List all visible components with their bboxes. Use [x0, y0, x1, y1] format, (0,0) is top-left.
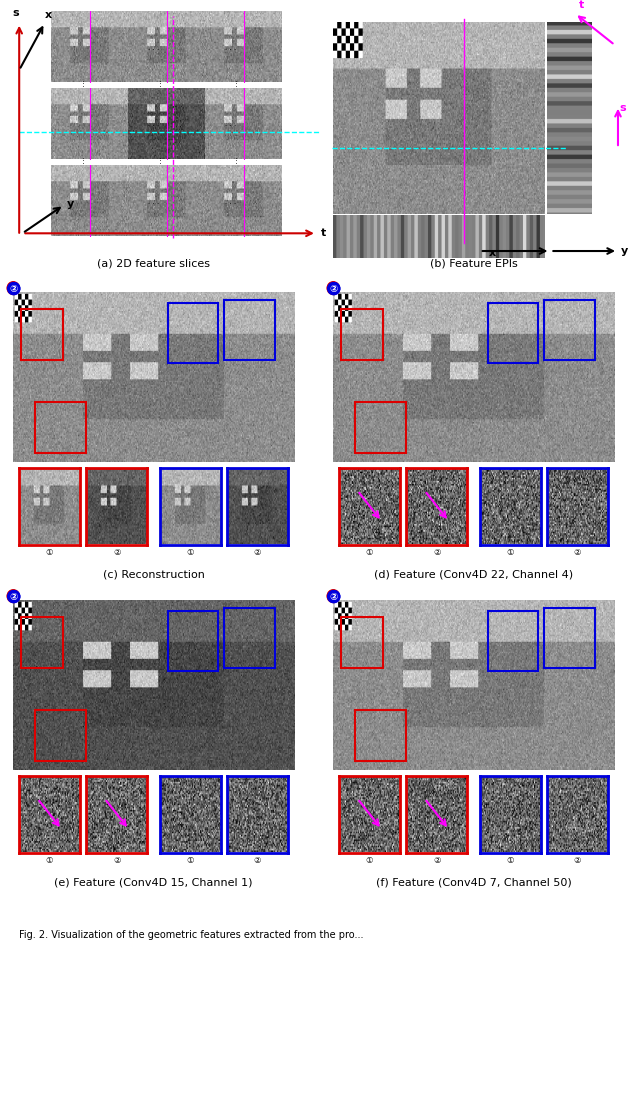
Text: (e) Feature (Conv4D 15, Channel 1): (e) Feature (Conv4D 15, Channel 1) — [54, 878, 253, 888]
Text: (a) 2D feature slices: (a) 2D feature slices — [97, 258, 210, 270]
Text: ⋮: ⋮ — [157, 80, 163, 86]
Text: ⋮: ⋮ — [157, 157, 163, 163]
Text: ②: ② — [329, 284, 337, 294]
Text: ①: ① — [330, 284, 338, 294]
Bar — [21, 616, 63, 668]
Text: ②: ② — [9, 284, 17, 294]
Text: (c) Reconstruction: (c) Reconstruction — [102, 570, 205, 580]
Text: y: y — [621, 245, 628, 255]
Text: ②: ② — [574, 856, 581, 866]
Text: ①: ① — [329, 591, 337, 601]
Bar — [35, 711, 86, 761]
Bar — [341, 616, 383, 668]
Text: · · ·: · · · — [148, 200, 159, 207]
Bar — [224, 300, 275, 360]
Text: x: x — [44, 10, 52, 20]
Text: ②: ② — [330, 284, 338, 294]
Text: t: t — [579, 0, 584, 10]
Text: s: s — [13, 8, 19, 18]
Bar — [355, 403, 406, 453]
Text: ①: ① — [187, 856, 194, 866]
Text: · · ·: · · · — [225, 123, 236, 130]
Text: ①: ① — [366, 548, 373, 558]
Text: · · ·: · · · — [148, 46, 159, 53]
Text: ②: ② — [9, 592, 17, 602]
Text: ②: ② — [254, 856, 261, 866]
Text: ②: ② — [329, 592, 337, 602]
Bar — [355, 711, 406, 761]
Text: ①: ① — [9, 283, 17, 293]
Text: (f) Feature (Conv4D 7, Channel 50): (f) Feature (Conv4D 7, Channel 50) — [376, 878, 572, 888]
Bar — [544, 608, 595, 668]
Text: ②: ② — [433, 856, 440, 866]
Bar — [544, 300, 595, 360]
Text: ②: ② — [574, 548, 581, 558]
Bar — [35, 403, 86, 453]
Text: ①: ① — [366, 856, 373, 866]
Text: ①: ① — [330, 592, 338, 602]
Text: · · ·: · · · — [225, 46, 236, 53]
Text: ①: ① — [10, 592, 18, 602]
Text: (b) Feature EPIs: (b) Feature EPIs — [429, 258, 518, 270]
Text: ①: ① — [507, 856, 514, 866]
Text: ①: ① — [46, 856, 53, 866]
Text: ②: ② — [10, 592, 18, 602]
Text: ②: ② — [254, 548, 261, 558]
Text: ①: ① — [46, 548, 53, 558]
Text: s: s — [620, 103, 626, 113]
Text: ⋮: ⋮ — [234, 80, 240, 86]
Text: · · ·: · · · — [225, 200, 236, 207]
Text: ①: ① — [329, 283, 337, 293]
Bar — [488, 612, 538, 671]
Text: ②: ② — [113, 548, 120, 558]
Text: ②: ② — [113, 856, 120, 866]
Text: ②: ② — [433, 548, 440, 558]
Text: (d) Feature (Conv4D 22, Channel 4): (d) Feature (Conv4D 22, Channel 4) — [374, 570, 573, 580]
Bar — [168, 612, 218, 671]
Text: x: x — [489, 249, 496, 258]
Text: ①: ① — [10, 284, 18, 294]
Bar — [21, 309, 63, 360]
Bar — [341, 309, 383, 360]
Text: ⋮: ⋮ — [80, 157, 86, 163]
Text: ⋮: ⋮ — [80, 80, 86, 86]
Text: · · ·: · · · — [148, 123, 159, 130]
Text: ②: ② — [330, 592, 338, 602]
Text: Fig. 2. Visualization of the geometric features extracted from the pro...: Fig. 2. Visualization of the geometric f… — [19, 930, 364, 940]
Text: ①: ① — [507, 548, 514, 558]
Bar — [488, 304, 538, 363]
Text: ②: ② — [10, 284, 18, 294]
Text: t: t — [321, 228, 326, 238]
Text: y: y — [67, 199, 74, 209]
Text: ①: ① — [9, 591, 17, 601]
Text: ⋮: ⋮ — [234, 157, 240, 163]
Bar — [224, 608, 275, 668]
Text: ①: ① — [187, 548, 194, 558]
Bar — [168, 304, 218, 363]
